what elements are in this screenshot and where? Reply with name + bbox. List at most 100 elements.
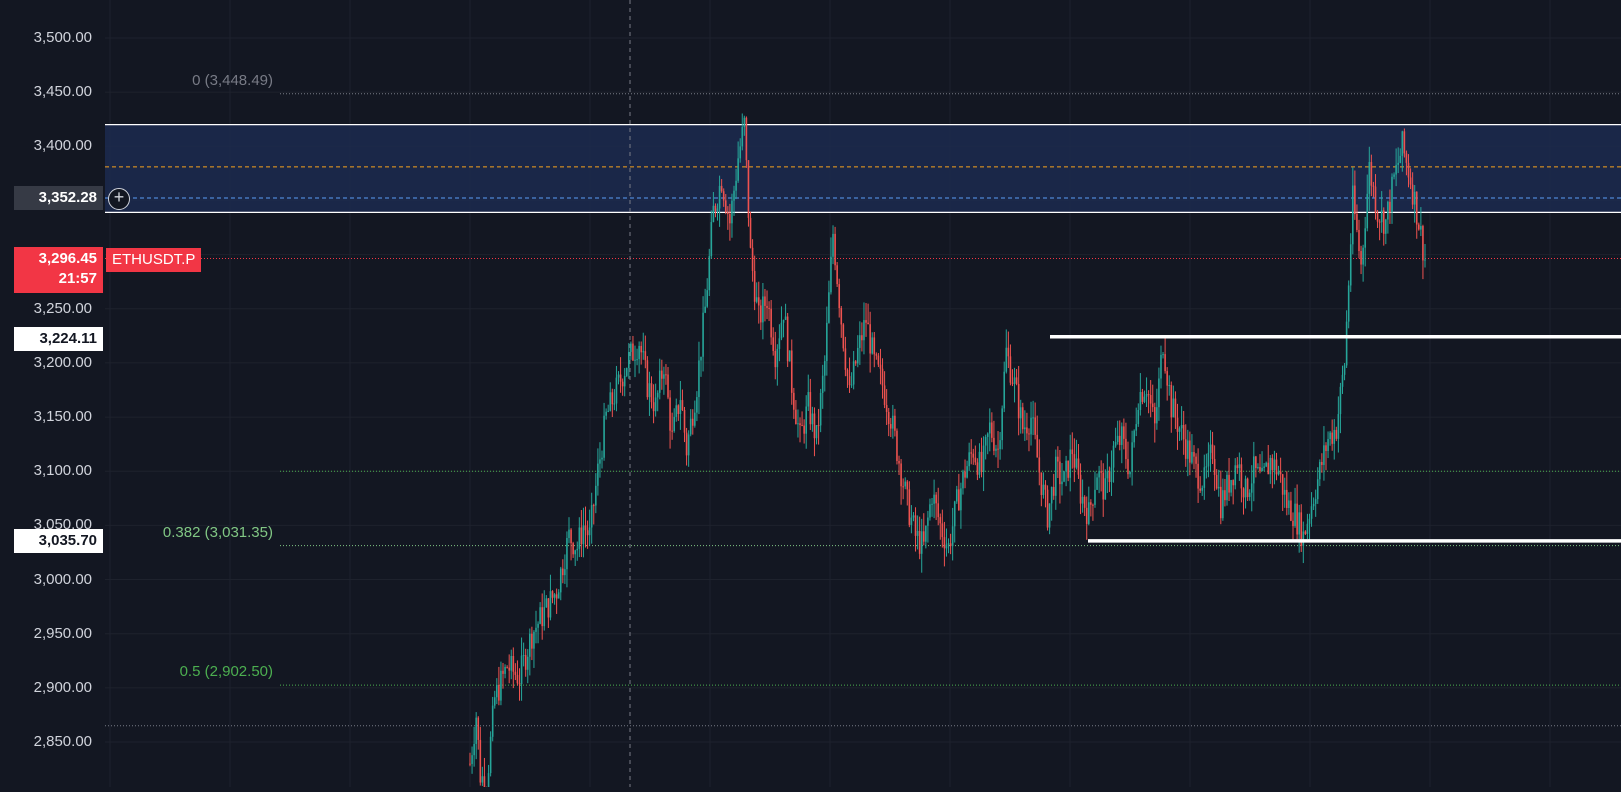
candle-body [1376,212,1379,222]
candle-body [685,432,688,456]
candle-body [980,451,983,472]
candle-body [689,418,692,435]
candle-body [568,529,570,538]
candle-body [722,191,725,201]
candle-body [1362,247,1364,265]
candle-body [632,343,634,361]
candle-body [541,607,543,627]
candle-body [656,392,659,398]
candle-body [809,392,812,425]
candle-body [1248,492,1251,498]
candle-body [960,488,962,511]
candle-body [846,369,849,377]
candle-body [529,633,531,657]
candle-body [1296,503,1298,535]
candle-body [900,463,902,487]
candle-body [1403,131,1406,154]
candle-body [1168,385,1171,387]
range-low-label: 3,035.70 [14,529,103,553]
candle-body [1271,457,1274,471]
candle-body [836,265,838,285]
candle-body [1186,440,1189,459]
candle-body [1401,131,1404,156]
candle-body [475,717,477,744]
candle-body [873,337,876,355]
candle-body [854,361,857,364]
candle-body [491,705,494,737]
candle-body [877,355,880,365]
candle-body [1083,496,1086,508]
candle-body [706,290,709,307]
candle-body [988,422,991,434]
candle-body [679,400,682,415]
candle-body [1061,481,1063,485]
candle-body [570,529,572,544]
candle-body [469,763,471,765]
candle-body [784,316,787,320]
candle-body [524,655,527,670]
candle-body [935,494,937,504]
candle-body [592,505,595,507]
candle-body [964,471,966,478]
candle-body [852,361,855,385]
candle-body [671,430,673,432]
candle-body [1389,201,1391,213]
candle-body [1374,186,1377,213]
candle-body [813,413,816,439]
candle-body [1387,201,1389,220]
candle-body [714,205,717,211]
candle-body [729,213,731,224]
candle-body [1347,285,1350,322]
candle-body [551,591,554,598]
candle-body [1017,383,1020,419]
candle-body [920,531,923,554]
candle-body [687,434,690,456]
candle-body [1263,466,1265,468]
price-tick-label: 3,150.00 [33,408,92,426]
candle-body [1304,531,1307,534]
candle-body [1257,467,1259,469]
candle-body [786,316,789,362]
candle-body [545,598,548,608]
candle-body [597,463,599,486]
price-tick-label: 2,850.00 [33,733,92,750]
candle-body [1234,465,1237,486]
candle-body [892,415,894,429]
candle-body [743,117,746,127]
candle-body [1222,490,1224,519]
candle-body [1081,496,1084,504]
candle-body [1044,484,1047,490]
candle-body [982,445,985,472]
candle-body [555,594,558,599]
candle-body [1024,427,1026,430]
candle-body [776,348,779,368]
candle-body [1176,417,1179,432]
candle-body [991,422,993,438]
candle-body [918,530,921,554]
candle-body [1277,471,1280,475]
candle-body [943,537,946,549]
candle-body [1283,489,1286,495]
add-alert-plus-icon[interactable]: + [108,188,130,210]
candle-body [473,743,475,756]
candle-body [1335,429,1338,439]
candle-body [760,305,762,323]
candle-body [1108,471,1111,483]
candle-body [875,354,878,356]
candle-body [966,466,968,478]
candle-body [1079,474,1082,504]
candle-body [658,370,661,393]
candle-body [673,416,676,432]
candle-body [739,146,742,159]
candle-body [922,531,925,542]
candle-body [1102,472,1105,500]
candle-body [953,501,956,527]
candle-body [1314,499,1317,504]
candle-body [580,527,583,545]
candle-body [508,667,510,671]
candle-body [1094,489,1096,505]
candle-body [1275,459,1278,475]
candle-body [766,305,768,308]
